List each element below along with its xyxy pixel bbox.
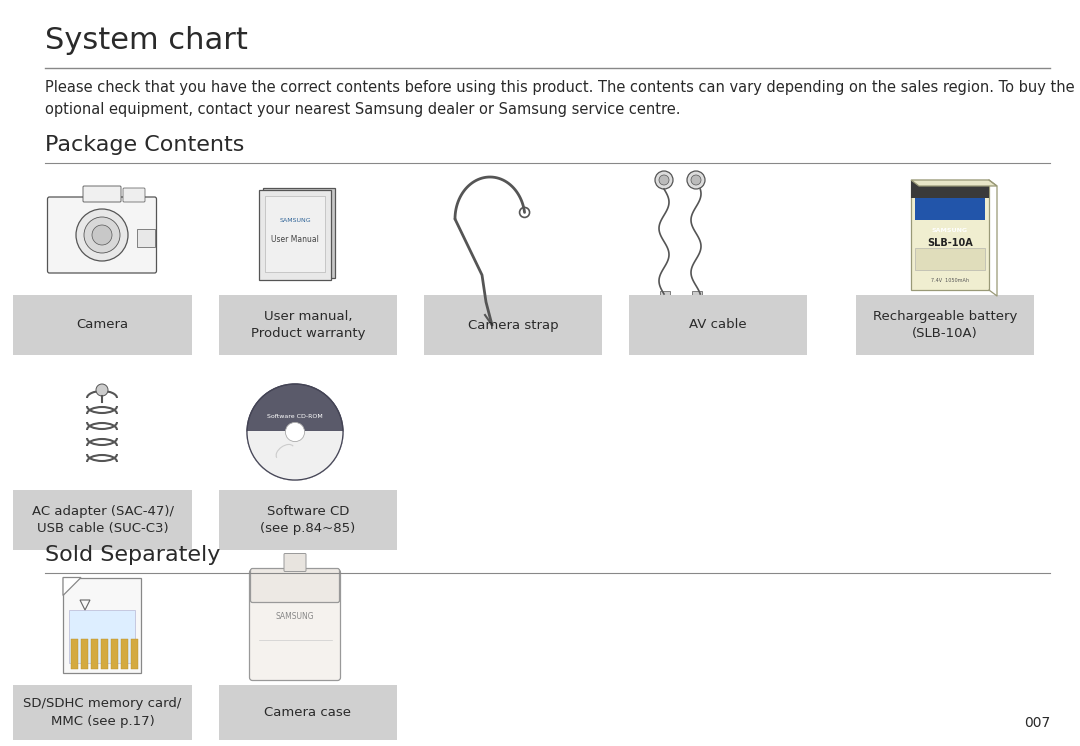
FancyBboxPatch shape: [102, 639, 108, 668]
Text: SAMSUNG: SAMSUNG: [932, 228, 968, 233]
FancyBboxPatch shape: [264, 188, 335, 278]
Text: User manual,
Product warranty: User manual, Product warranty: [251, 310, 365, 340]
FancyBboxPatch shape: [249, 569, 340, 680]
Circle shape: [76, 209, 129, 261]
FancyBboxPatch shape: [71, 639, 78, 668]
Text: Camera: Camera: [77, 319, 129, 331]
Text: Sold Separately: Sold Separately: [45, 545, 220, 565]
FancyBboxPatch shape: [63, 577, 141, 672]
FancyBboxPatch shape: [218, 490, 397, 550]
Text: 7.4V  1050mAh: 7.4V 1050mAh: [931, 278, 969, 283]
FancyBboxPatch shape: [92, 494, 112, 504]
Circle shape: [285, 422, 305, 442]
FancyBboxPatch shape: [855, 295, 1034, 355]
FancyBboxPatch shape: [83, 186, 121, 202]
Text: Camera strap: Camera strap: [468, 319, 558, 331]
FancyBboxPatch shape: [912, 180, 989, 198]
Polygon shape: [912, 180, 997, 186]
Polygon shape: [63, 577, 81, 595]
FancyBboxPatch shape: [13, 490, 192, 550]
FancyBboxPatch shape: [265, 196, 325, 272]
Text: System chart: System chart: [45, 26, 248, 55]
Text: SLB-10A: SLB-10A: [927, 238, 973, 248]
FancyBboxPatch shape: [284, 554, 306, 571]
Text: Software CD-ROM: Software CD-ROM: [267, 415, 323, 419]
FancyBboxPatch shape: [218, 295, 397, 355]
FancyBboxPatch shape: [692, 291, 702, 297]
FancyBboxPatch shape: [123, 188, 145, 202]
FancyBboxPatch shape: [48, 197, 157, 273]
FancyBboxPatch shape: [660, 291, 670, 297]
FancyBboxPatch shape: [218, 685, 397, 740]
Polygon shape: [247, 432, 343, 480]
Circle shape: [654, 171, 673, 189]
Circle shape: [84, 217, 120, 253]
FancyBboxPatch shape: [69, 610, 135, 662]
Circle shape: [96, 384, 108, 396]
Circle shape: [691, 175, 701, 185]
Text: Camera case: Camera case: [265, 706, 351, 719]
FancyBboxPatch shape: [915, 248, 985, 270]
FancyBboxPatch shape: [251, 568, 339, 603]
FancyBboxPatch shape: [13, 295, 192, 355]
FancyBboxPatch shape: [629, 295, 808, 355]
Text: AV cable: AV cable: [689, 319, 747, 331]
FancyBboxPatch shape: [137, 229, 156, 247]
FancyBboxPatch shape: [121, 639, 129, 668]
FancyBboxPatch shape: [912, 180, 989, 290]
Circle shape: [92, 225, 112, 245]
FancyBboxPatch shape: [13, 685, 192, 740]
FancyBboxPatch shape: [915, 198, 985, 220]
FancyBboxPatch shape: [91, 639, 98, 668]
FancyBboxPatch shape: [131, 639, 138, 668]
Text: Rechargeable battery
(SLB-10A): Rechargeable battery (SLB-10A): [873, 310, 1017, 340]
Text: Package Contents: Package Contents: [45, 135, 244, 155]
FancyBboxPatch shape: [423, 295, 603, 355]
FancyBboxPatch shape: [111, 639, 118, 668]
Circle shape: [247, 384, 343, 480]
FancyBboxPatch shape: [81, 639, 87, 668]
Text: Please check that you have the correct contents before using this product. The c: Please check that you have the correct c…: [45, 80, 1075, 116]
FancyBboxPatch shape: [259, 190, 330, 280]
Text: User Manual: User Manual: [271, 236, 319, 245]
Text: AC adapter (SAC-47)/
USB cable (SUC-C3): AC adapter (SAC-47)/ USB cable (SUC-C3): [31, 505, 174, 535]
Text: SAMSUNG: SAMSUNG: [275, 612, 314, 621]
Circle shape: [659, 175, 669, 185]
Circle shape: [687, 171, 705, 189]
Text: SAMSUNG: SAMSUNG: [280, 218, 311, 222]
Text: Software CD
(see p.84~85): Software CD (see p.84~85): [260, 505, 355, 535]
Text: SD/SDHC memory card/
MMC (see p.17): SD/SDHC memory card/ MMC (see p.17): [24, 698, 181, 727]
Text: 007: 007: [1024, 716, 1050, 730]
